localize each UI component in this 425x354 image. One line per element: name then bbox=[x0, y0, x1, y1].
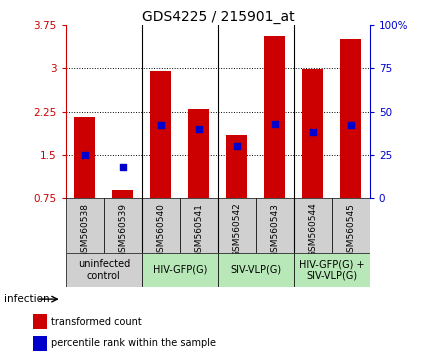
Bar bbox=[142, 198, 180, 253]
Text: HIV-GFP(G): HIV-GFP(G) bbox=[153, 265, 207, 275]
Text: uninfected
control: uninfected control bbox=[78, 259, 130, 281]
Point bbox=[233, 143, 240, 149]
Text: SIV-VLP(G): SIV-VLP(G) bbox=[230, 265, 281, 275]
Point bbox=[119, 164, 126, 170]
Bar bbox=[264, 36, 285, 198]
Text: GSM560539: GSM560539 bbox=[118, 202, 127, 258]
Bar bbox=[227, 135, 247, 198]
Bar bbox=[33, 314, 47, 329]
Bar bbox=[74, 117, 95, 198]
Point bbox=[347, 122, 354, 128]
Bar bbox=[188, 109, 209, 198]
Bar bbox=[302, 69, 323, 198]
Text: percentile rank within the sample: percentile rank within the sample bbox=[51, 338, 215, 348]
Bar bbox=[104, 198, 142, 253]
Point bbox=[272, 121, 278, 126]
Bar bbox=[33, 336, 47, 350]
Text: GSM560543: GSM560543 bbox=[270, 202, 279, 257]
Bar bbox=[256, 198, 294, 253]
Bar bbox=[332, 198, 370, 253]
Point bbox=[196, 126, 202, 132]
Text: GSM560541: GSM560541 bbox=[194, 202, 203, 257]
Bar bbox=[112, 190, 133, 198]
Point bbox=[309, 130, 316, 135]
Point bbox=[82, 152, 88, 158]
Bar bbox=[340, 39, 361, 198]
Bar bbox=[142, 253, 218, 287]
Bar bbox=[180, 198, 218, 253]
Bar bbox=[66, 198, 104, 253]
Bar bbox=[218, 198, 256, 253]
Text: GSM560540: GSM560540 bbox=[156, 202, 165, 257]
Text: transformed count: transformed count bbox=[51, 317, 142, 327]
Bar bbox=[218, 253, 294, 287]
Text: GSM560538: GSM560538 bbox=[80, 202, 89, 258]
Bar bbox=[66, 253, 142, 287]
Text: HIV-GFP(G) +
SIV-VLP(G): HIV-GFP(G) + SIV-VLP(G) bbox=[299, 259, 365, 281]
Bar bbox=[150, 71, 171, 198]
Bar bbox=[294, 253, 370, 287]
Text: GSM560544: GSM560544 bbox=[308, 202, 317, 257]
Bar bbox=[294, 198, 332, 253]
Text: GSM560542: GSM560542 bbox=[232, 202, 241, 257]
Point bbox=[157, 122, 164, 128]
Title: GDS4225 / 215901_at: GDS4225 / 215901_at bbox=[142, 10, 294, 24]
Text: infection: infection bbox=[4, 294, 50, 304]
Text: GSM560545: GSM560545 bbox=[346, 202, 355, 257]
